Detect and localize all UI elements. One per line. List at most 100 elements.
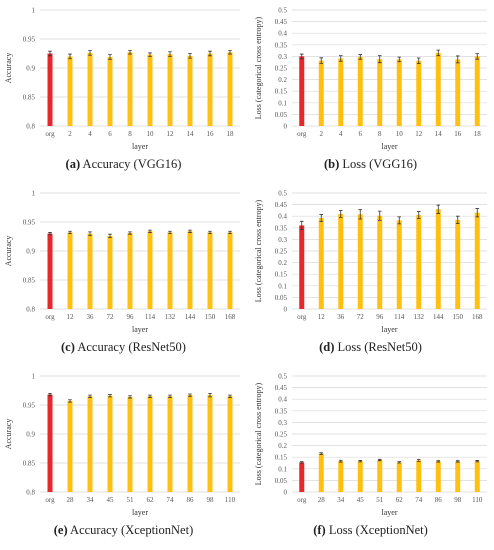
error-bar bbox=[436, 49, 441, 57]
error-bar bbox=[436, 460, 441, 463]
x-tick-label: 12 bbox=[318, 313, 326, 321]
y-tick-label: 0.15 bbox=[275, 271, 288, 279]
error-bar bbox=[108, 394, 112, 398]
x-tick-label: 51 bbox=[127, 496, 135, 504]
y-tick-label: 0.3 bbox=[278, 419, 287, 427]
x-tick-label: 86 bbox=[187, 496, 195, 504]
y-tick-label: 0.05 bbox=[275, 294, 288, 302]
y-tick-label: 0.8 bbox=[26, 306, 35, 314]
bar-layer-4 bbox=[87, 52, 93, 126]
y-tick-label: 0.1 bbox=[278, 465, 287, 473]
error-bar bbox=[68, 230, 72, 234]
error-bar bbox=[358, 460, 363, 463]
x-axis-label: layer bbox=[382, 142, 398, 151]
error-bar bbox=[319, 57, 324, 64]
bar-layer-36 bbox=[338, 213, 344, 309]
x-tick-label: 98 bbox=[454, 496, 462, 504]
x-tick-label: 45 bbox=[107, 496, 115, 504]
bar-layer-62 bbox=[396, 462, 402, 492]
bar-layer-12 bbox=[318, 218, 324, 309]
y-tick-label: 0.35 bbox=[275, 224, 288, 232]
panel-xceptionnet-accuracy: 0.8 0.85 0.9 0.95 1 org 28 34 45 51 62 74 86 98 110 lay… bbox=[0, 366, 247, 549]
x-tick-label: org bbox=[297, 313, 307, 321]
x-tick-label: 34 bbox=[337, 496, 345, 504]
caption-vgg16-loss: (b) Loss (VGG16) bbox=[323, 157, 418, 171]
y-tick-label: 0.45 bbox=[275, 201, 288, 209]
bar-layer-62 bbox=[147, 396, 153, 492]
bar-layer-16 bbox=[455, 59, 461, 126]
bar-layer-168 bbox=[227, 232, 233, 309]
bar-layer-72 bbox=[357, 214, 363, 309]
bar-layer-114 bbox=[396, 220, 402, 309]
y-tick-label: 0.1 bbox=[278, 99, 287, 107]
x-axis-label: layer bbox=[132, 142, 148, 151]
y-tick-label: 0.2 bbox=[278, 442, 287, 450]
error-bar bbox=[208, 50, 212, 57]
error-bar bbox=[397, 56, 402, 63]
panel-vgg16-loss: 0 0.05 0.1 0.15 0.2 0.25 0.3 0.35 0.4 0.45 0.5 org 2… bbox=[247, 0, 494, 183]
error-bar bbox=[128, 395, 132, 399]
bar-layer-96 bbox=[377, 215, 383, 309]
error-bar bbox=[188, 229, 192, 233]
y-tick-label: 0.95 bbox=[23, 219, 36, 227]
x-tick-label: 144 bbox=[433, 313, 444, 321]
bar-layer-4 bbox=[338, 58, 344, 126]
error-bar bbox=[455, 55, 460, 64]
error-bar bbox=[319, 214, 324, 222]
error-bar bbox=[188, 393, 192, 397]
error-bar bbox=[128, 50, 132, 55]
error-bar bbox=[48, 50, 52, 57]
x-tick-label: 45 bbox=[357, 496, 365, 504]
error-bar bbox=[416, 211, 421, 219]
panel-resnet50-accuracy: 0.8 0.85 0.9 0.95 1 org 12 36 72 96 114 132 144 150 16… bbox=[0, 183, 247, 366]
x-tick-label: 62 bbox=[147, 496, 155, 504]
x-axis-label: layer bbox=[382, 508, 398, 517]
x-tick-label: 96 bbox=[376, 313, 384, 321]
error-bar bbox=[397, 216, 402, 225]
error-bar bbox=[48, 393, 52, 397]
x-tick-label: 36 bbox=[87, 313, 95, 321]
bar-layer-72 bbox=[107, 235, 113, 309]
y-tick-label: 0.15 bbox=[275, 88, 288, 96]
bar-org bbox=[299, 225, 305, 309]
error-bar bbox=[208, 393, 212, 398]
x-tick-label: 2 bbox=[320, 130, 324, 138]
x-tick-label: 62 bbox=[396, 496, 404, 504]
x-tick-label: 144 bbox=[185, 313, 196, 321]
bar-org bbox=[47, 53, 53, 126]
error-bar bbox=[88, 50, 92, 56]
bar-layer-18 bbox=[227, 52, 233, 127]
error-bar bbox=[416, 459, 421, 462]
x-tick-label: 16 bbox=[207, 130, 215, 138]
bar-layer-16 bbox=[207, 53, 213, 126]
error-bar bbox=[475, 53, 480, 60]
chart-xceptionnet-loss: 0 0.05 0.1 0.15 0.2 0.25 0.3 0.35 0.4 0.45 0.5 org 2… bbox=[254, 373, 487, 517]
x-tick-label: org bbox=[297, 496, 307, 504]
y-tick-label: 0.85 bbox=[23, 277, 36, 285]
error-bar bbox=[377, 55, 382, 64]
x-tick-label: 168 bbox=[225, 313, 236, 321]
bar-layer-45 bbox=[357, 461, 363, 492]
error-bar bbox=[148, 52, 152, 57]
error-bar bbox=[148, 394, 152, 398]
bar-layer-132 bbox=[416, 215, 422, 309]
error-bar bbox=[68, 399, 72, 403]
x-tick-label: 4 bbox=[88, 130, 92, 138]
error-bar bbox=[455, 215, 460, 225]
error-bar bbox=[168, 51, 172, 57]
bar-org bbox=[299, 462, 305, 492]
bar-layer-74 bbox=[416, 460, 422, 492]
x-tick-label: org bbox=[45, 130, 55, 138]
bar-layer-34 bbox=[338, 461, 344, 492]
bar-layer-150 bbox=[455, 219, 461, 309]
chart-xceptionnet-accuracy: 0.8 0.85 0.9 0.95 1 org 28 34 45 51 62 74 86 98 110 lay… bbox=[4, 373, 240, 517]
x-tick-label: 28 bbox=[67, 496, 75, 504]
error-bar bbox=[128, 231, 132, 235]
bar-layer-18 bbox=[474, 56, 480, 126]
bar-layer-144 bbox=[435, 209, 441, 309]
bar-layer-8 bbox=[127, 52, 133, 127]
bar-layer-86 bbox=[187, 395, 193, 492]
y-tick-label: 0.8 bbox=[26, 489, 35, 497]
x-tick-label: 150 bbox=[453, 313, 464, 321]
y-tick-label: 0.25 bbox=[275, 65, 288, 73]
